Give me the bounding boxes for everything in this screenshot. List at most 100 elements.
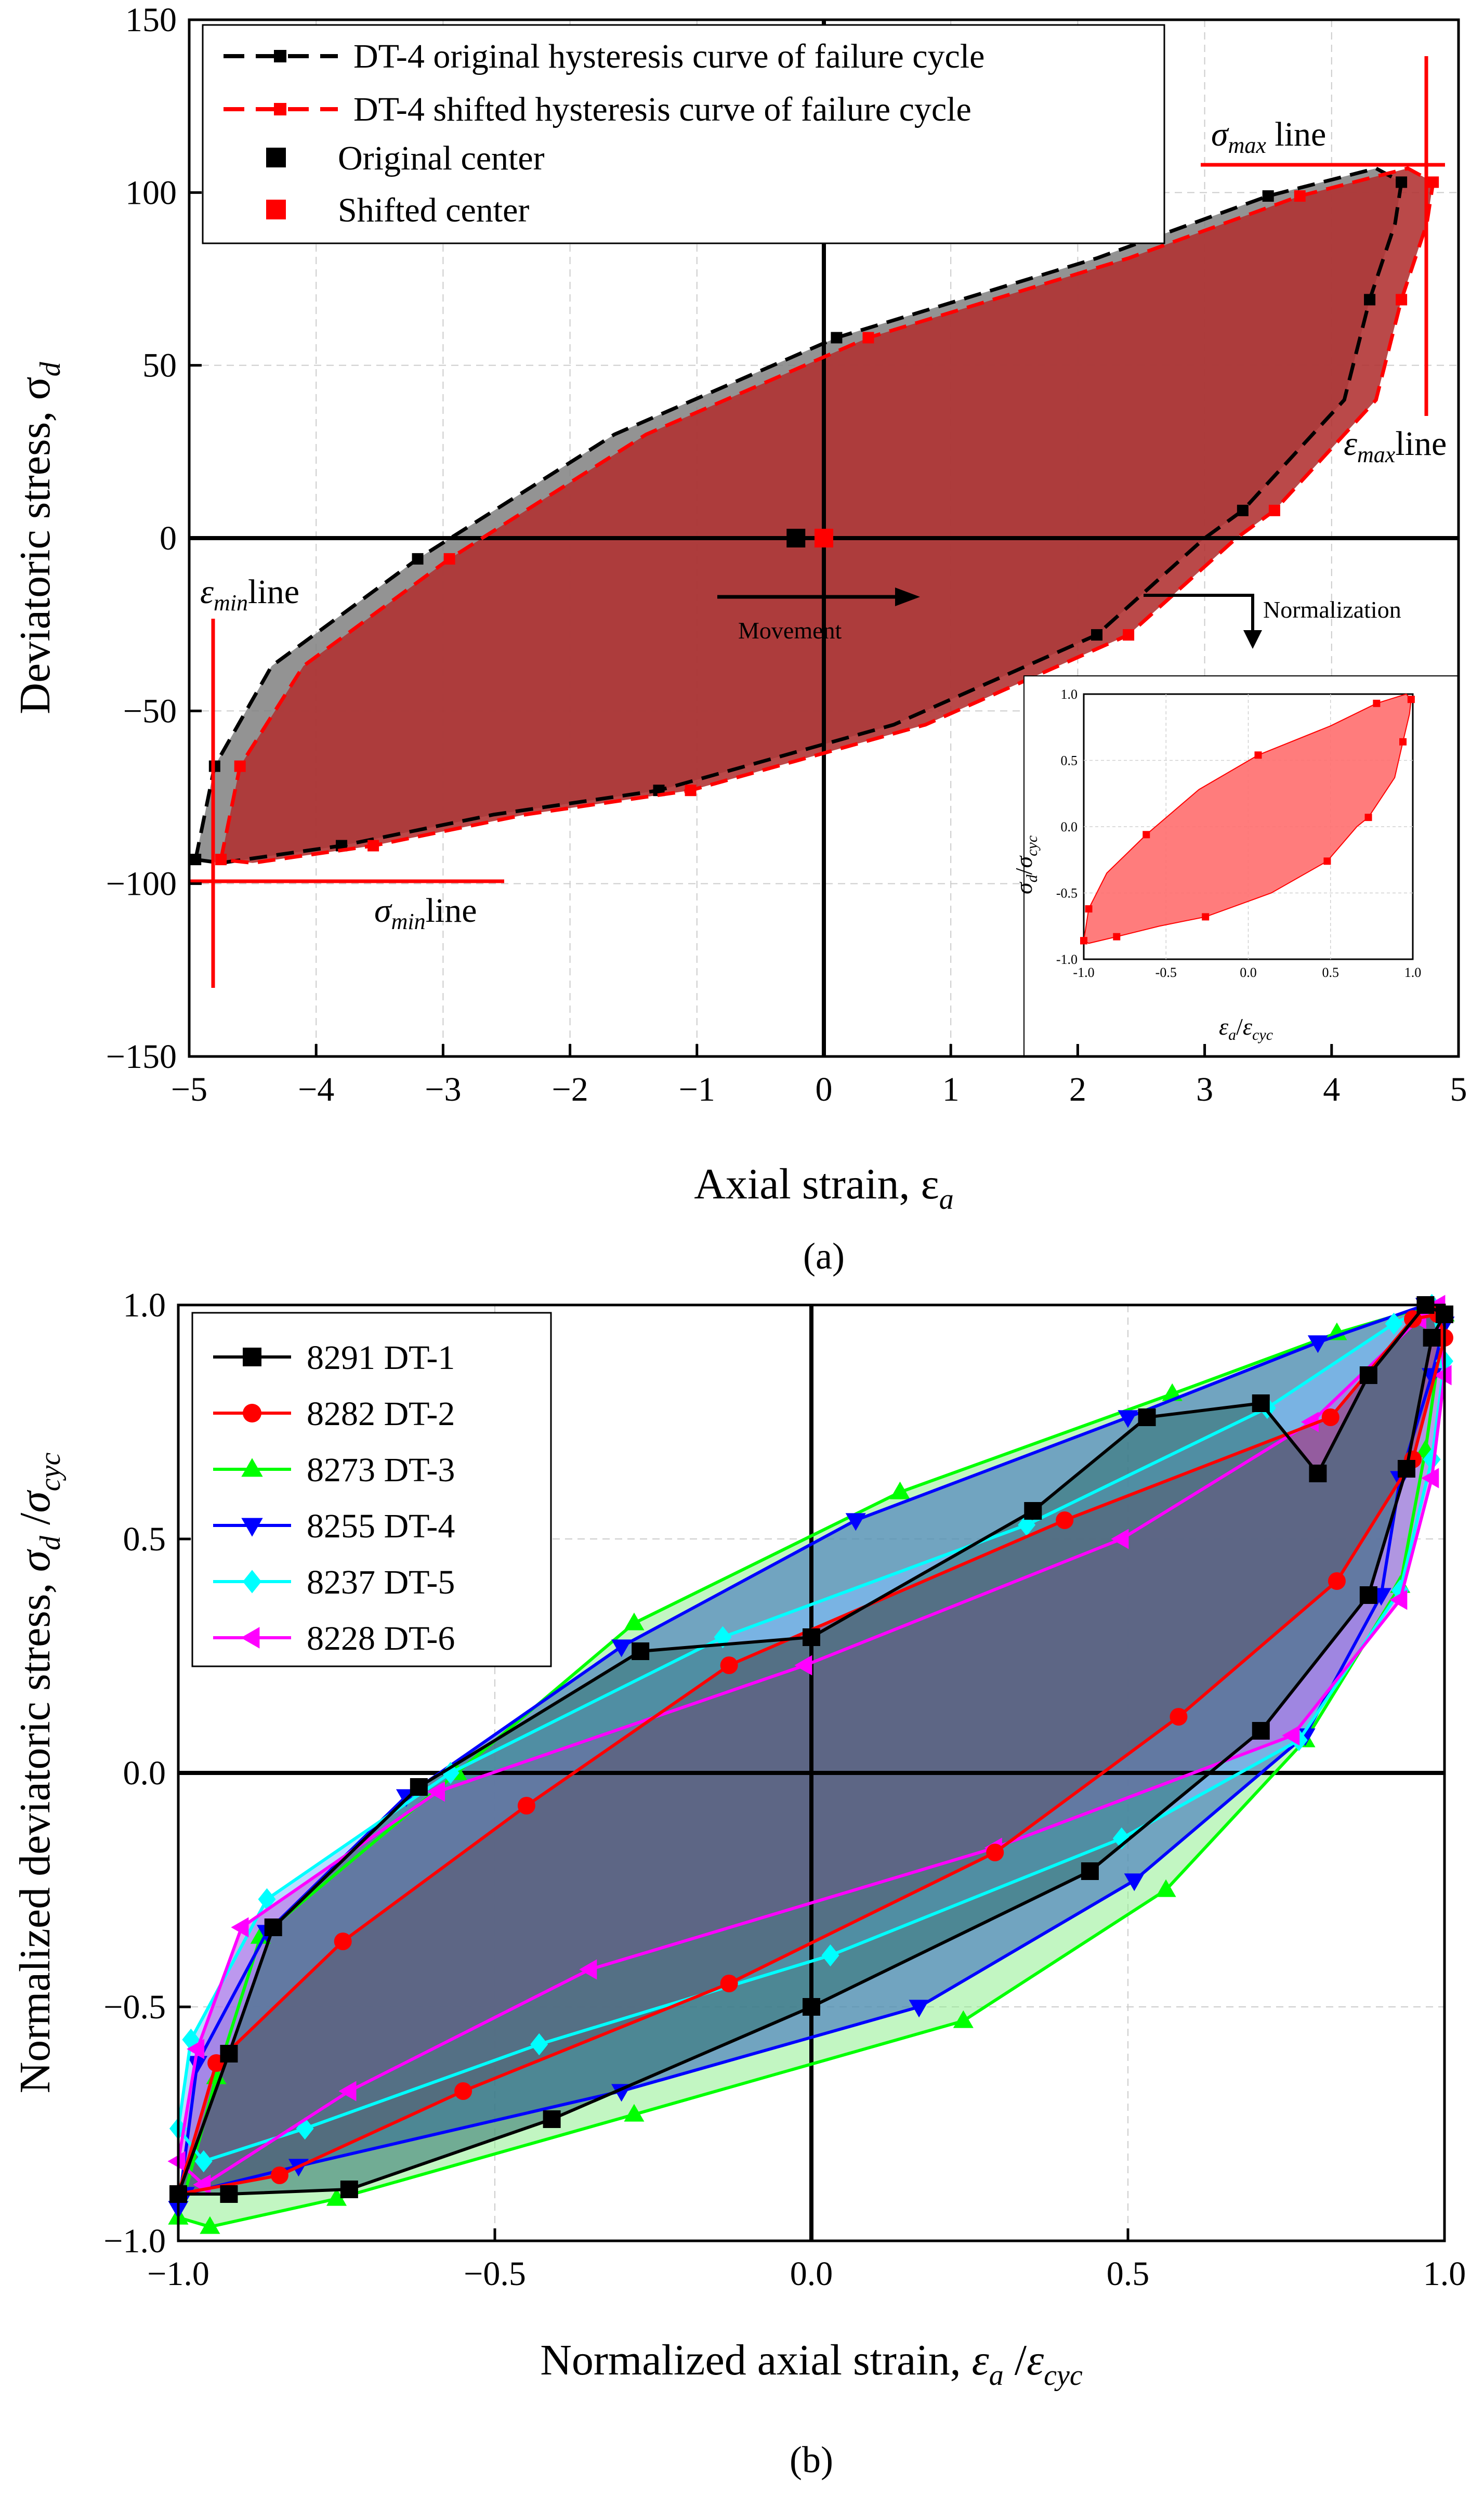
panel-b-ticks: −1.0 −0.5 0.0 0.5 1.0 −1.0 −0.5 0.0 0.5 1.0: [103, 1286, 1466, 2293]
panel-a-y-tick-label: 50: [142, 347, 177, 385]
legend-series-2-marker: [243, 1404, 261, 1422]
panel-b-series-4-point: [909, 2000, 929, 2018]
legend-series-4-label: 8255 DT-4: [307, 1507, 455, 1545]
legend-series-1-label: 8291 DT-1: [307, 1339, 455, 1377]
sigma-min-label: σminline: [374, 892, 477, 934]
panel-a-x-tick-label: 1: [942, 1071, 960, 1108]
panel-b-series-4-point: [1118, 1410, 1138, 1428]
panel-b-series-1-point: [1024, 1502, 1042, 1520]
panel-b-label: (b): [790, 2439, 833, 2481]
panel-b-series-1-point: [1359, 1586, 1377, 1604]
panel-a-legend-box: [202, 24, 1165, 244]
legend-original-curve-marker: [274, 50, 286, 62]
inset-x-tick-label: -1.0: [1073, 965, 1094, 980]
panel-a-original-loop-point: [1237, 504, 1249, 516]
panel-b-series-6-point: [794, 1655, 812, 1676]
legend-series-6-label: 8228 DT-6: [307, 1620, 455, 1657]
inset-y-tick-label: -0.5: [1056, 886, 1078, 901]
inset-y-tick-label: 0.0: [1061, 819, 1078, 834]
panel-b-series-3-point: [624, 1612, 645, 1630]
legend-series-3-marker: [241, 1458, 263, 1477]
inset-x-tick-label: 0.5: [1322, 965, 1339, 980]
panel-a-original-loop-point: [190, 854, 202, 866]
panel-b-series-2-point: [720, 1656, 738, 1674]
panel-a-label: (a): [803, 1235, 845, 1277]
inset-x-tick-label: 1.0: [1404, 965, 1422, 980]
legend-original-center-marker: [266, 148, 286, 167]
panel-a-shifted-loop-line: [219, 166, 1435, 865]
inset-loop-point: [1142, 831, 1150, 839]
panel-b-series-4-point: [1124, 1873, 1145, 1891]
panel-a-shifted-loop-point: [1427, 176, 1439, 188]
panel-b-series-6-point: [427, 1781, 445, 1802]
panel-b-series-2-point: [1170, 1708, 1188, 1726]
panel-b-series-5-point: [194, 2150, 213, 2173]
inset-y-tick-label: -1.0: [1056, 952, 1078, 967]
inset-loop-point: [1407, 696, 1415, 703]
normalization-arrow-line: [1144, 594, 1254, 634]
panel-b-series-2-point: [334, 1933, 352, 1950]
panel-a-y-tick-label: −100: [106, 865, 177, 903]
panel-b-series-2-point: [1321, 1408, 1339, 1426]
panel-a-y-axis-title: Deviatoric stress, σd: [11, 361, 67, 714]
movement-label: Movement: [738, 617, 842, 644]
inset-loop-point: [1373, 699, 1381, 707]
panel-a-original-loop-point: [1091, 629, 1103, 641]
inset-series: [1080, 693, 1415, 945]
panel-b-series-3-point: [200, 2216, 220, 2234]
panel-b-x-tick-label: 0.5: [1107, 2255, 1150, 2293]
panel-b-y-tick-label: 1.0: [123, 1286, 166, 1324]
panel-b-series-1-point: [220, 2045, 238, 2063]
epsilon-max-label: εmaxline: [1344, 425, 1447, 467]
inset-loop-point: [1399, 738, 1407, 746]
legend-series-4-marker: [241, 1518, 263, 1537]
legend-series-2-label: 8282 DT-2: [307, 1395, 455, 1433]
inset-loop-point: [1080, 937, 1087, 945]
panel-b-legend-box: [191, 1312, 552, 1667]
panel-b-series-5-point: [530, 2033, 548, 2056]
inset-x-tick-label: 0.0: [1240, 965, 1257, 980]
panel-b-y-tick-label: 0.0: [123, 1754, 166, 1792]
panel-a-x-tick-label: 3: [1196, 1071, 1213, 1108]
panel-a-y-tick-label: −50: [123, 692, 177, 730]
legend-shifted-curve-marker: [274, 103, 286, 115]
legend-shifted-curve-label: DT-4 shifted hysteresis curve of failure…: [353, 90, 971, 128]
panel-b-series-6-point: [579, 1959, 597, 1980]
panel-b-series-3-point: [953, 2010, 974, 2028]
panel-b-series-6-point: [338, 2081, 357, 2102]
panel-b-series-1-point: [410, 1778, 428, 1796]
panel-b-series-5-point: [821, 1944, 839, 1967]
panel-b-legend: 8291 DT-1 8282 DT-2 8273 DT-3 8255 DT-4 8237…: [191, 1312, 552, 1667]
panel-b-series-1-point: [1252, 1394, 1270, 1412]
panel-b-y-axis-title: Normalized deviatoric stress, σd /σcyc: [11, 1452, 67, 2093]
panel-a-x-tick-label: 4: [1323, 1071, 1340, 1108]
panel-b-series-4-point: [845, 1513, 866, 1531]
legend-series-5-marker: [243, 1570, 261, 1594]
panel-b-series-3-point: [1327, 1322, 1347, 1340]
panel-a-x-tick-label: −1: [679, 1071, 715, 1108]
panel-a-original-loop-point: [1262, 190, 1274, 202]
inset-loop-point: [1085, 905, 1093, 913]
inset-loop-point: [1202, 913, 1210, 921]
panel-a-shifted-loop-point: [367, 840, 379, 852]
panel-a-shifted-loop-point: [1396, 294, 1408, 306]
inset-loop-fill: [1083, 693, 1412, 944]
panel-b-series-6-point: [187, 2039, 205, 2059]
panel-a-shifted-loop-point: [215, 854, 227, 866]
panel-b-series-3-point: [326, 2188, 347, 2206]
panel-b-series-5-point: [1112, 1827, 1131, 1850]
inset-y-label: σd/σcyc: [1010, 836, 1041, 894]
inset-y-tick-label: 0.5: [1061, 753, 1078, 768]
panel-b-series-6-point: [1434, 1365, 1452, 1386]
panel-b-series-1-point: [220, 2185, 238, 2203]
panel-b-y-tick-label: 0.5: [123, 1520, 166, 1558]
panel-b-series-6-point: [167, 2151, 186, 2172]
panel-b-x-tick-label: −0.5: [464, 2255, 526, 2293]
panel-a-fills: [195, 168, 1434, 863]
panel-b-series-1-point: [1423, 1329, 1441, 1347]
panel-b-series-1-point: [1252, 1722, 1270, 1740]
panel-b-x-tick-label: 0.0: [790, 2255, 833, 2293]
legend-series-3-label: 8273 DT-3: [307, 1451, 455, 1489]
panel-b-series-2-point: [986, 1844, 1004, 1861]
